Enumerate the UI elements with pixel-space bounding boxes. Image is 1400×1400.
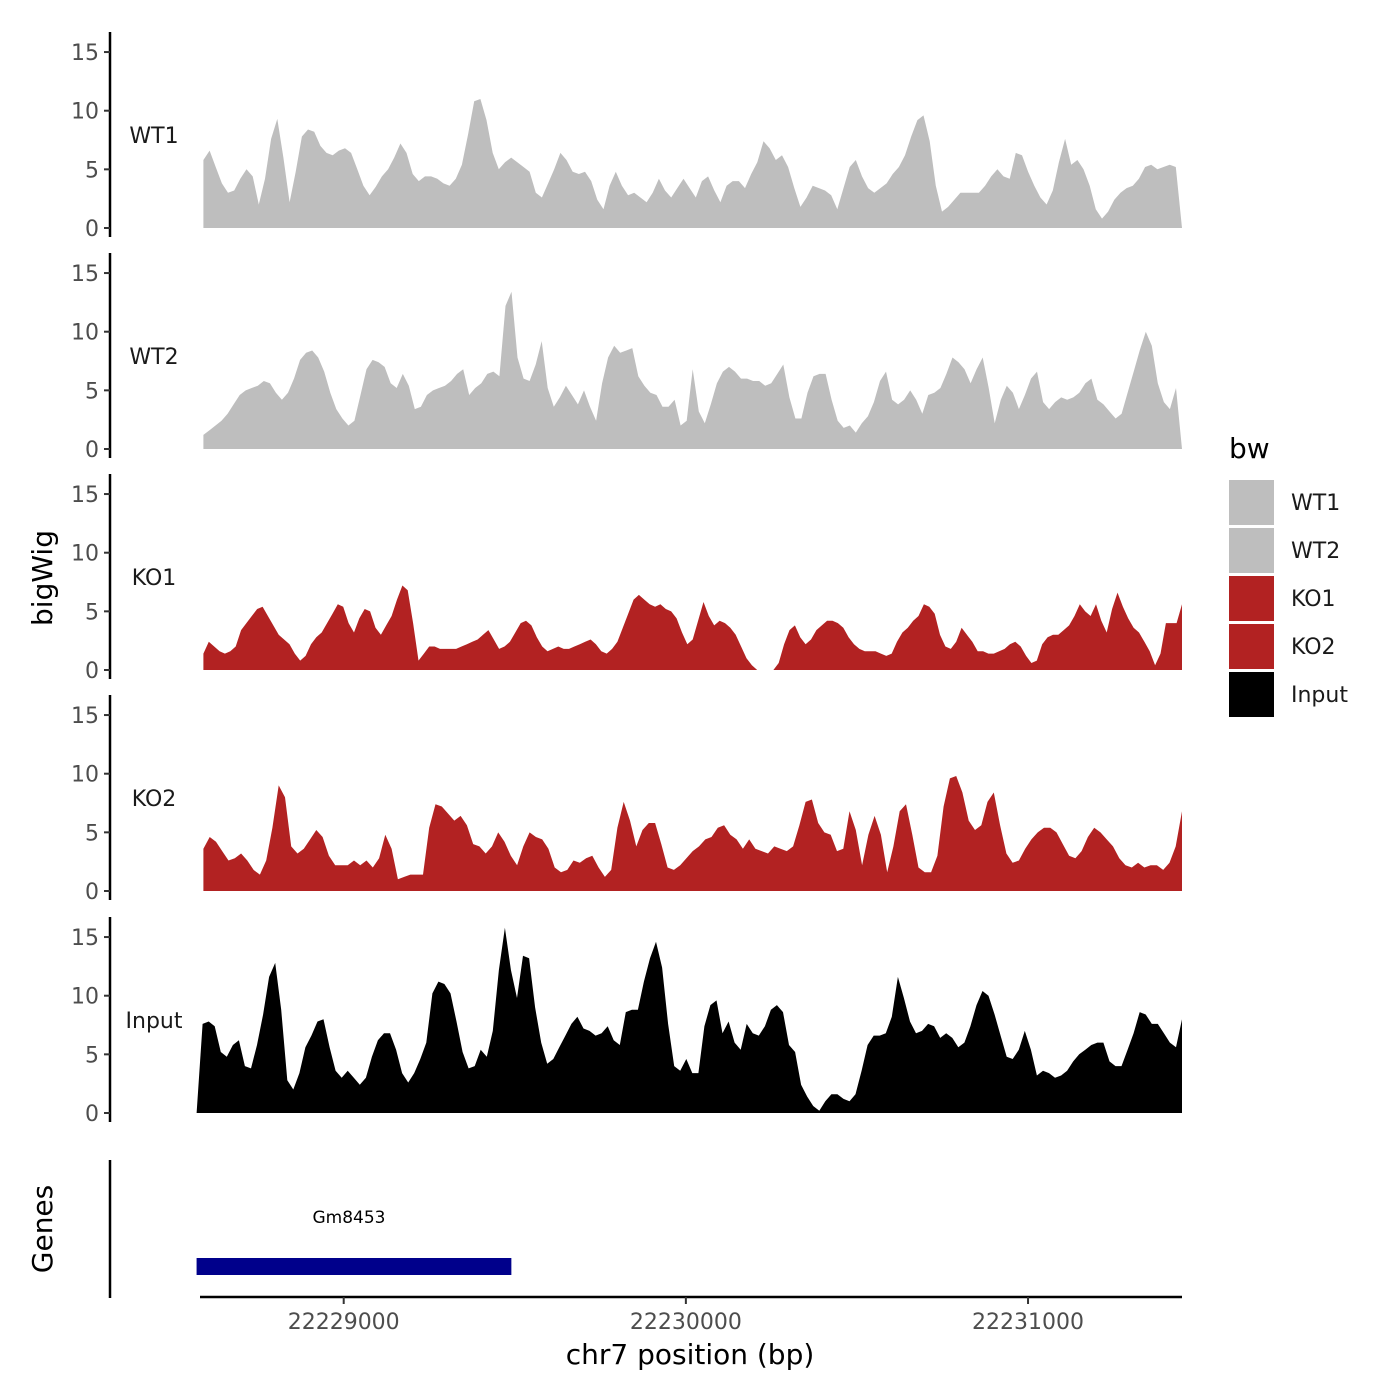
- y-tick-label: 0: [85, 659, 99, 684]
- track-label-wt2: WT2: [129, 345, 178, 370]
- legend-title: bw: [1229, 432, 1270, 465]
- track-label-ko2: KO2: [132, 787, 177, 812]
- y-tick-label: 10: [71, 100, 99, 125]
- track-label-input: Input: [126, 1009, 183, 1034]
- y-axis-title: bigWig: [26, 530, 59, 626]
- legend-swatch: [1229, 624, 1274, 669]
- legend-swatch: [1229, 528, 1274, 573]
- legend-swatch: [1229, 576, 1274, 621]
- x-axis: 22229000 22230000 22231000: [200, 1295, 1182, 1335]
- legend-item-ko2: KO2: [1229, 624, 1336, 669]
- y-tick-label: 10: [71, 542, 99, 567]
- legend-label: Input: [1291, 683, 1348, 708]
- legend-label: WT1: [1291, 491, 1340, 516]
- gene-body: [196, 1258, 512, 1275]
- x-tick-label: 22231000: [972, 1310, 1084, 1335]
- y-tick-label: 0: [85, 880, 99, 905]
- x-axis-title: chr7 position (bp): [566, 1338, 815, 1371]
- legend-label: KO1: [1291, 587, 1336, 612]
- y-tick-label: 15: [71, 704, 99, 729]
- legend-item-wt2: WT2: [1229, 528, 1340, 573]
- y-tick-label: 10: [71, 321, 99, 346]
- track-ko1: 0 5 10 15 KO1: [71, 474, 1182, 684]
- signal-area-input: [196, 927, 1183, 1113]
- y-tick-label: 5: [85, 600, 99, 625]
- track-ko2: 0 5 10 15 KO2: [71, 695, 1182, 905]
- y-tick-label: 15: [71, 41, 99, 66]
- y-tick-label: 10: [71, 763, 99, 788]
- track-input: 0 5 10 15 Input: [71, 917, 1183, 1127]
- y-tick-label: 15: [71, 926, 99, 951]
- y-tick-label: 0: [85, 1102, 99, 1127]
- legend-item-ko1: KO1: [1229, 576, 1336, 621]
- signal-area-wt2: [203, 291, 1182, 449]
- y-tick-label: 10: [71, 985, 99, 1010]
- y-tick-label: 15: [71, 262, 99, 287]
- track-wt1: 0 5 10 15 WT1: [71, 32, 1182, 242]
- legend-label: WT2: [1291, 539, 1340, 564]
- x-tick-label: 22230000: [630, 1310, 742, 1335]
- y-tick-label: 5: [85, 821, 99, 846]
- signal-area-wt1: [203, 99, 1182, 228]
- genes-axis-title: Genes: [26, 1185, 59, 1273]
- y-tick-label: 0: [85, 217, 99, 242]
- signal-area-ko2: [203, 776, 1182, 891]
- signal-area-ko1: [203, 585, 1182, 670]
- gene-label: Gm8453: [312, 1208, 385, 1228]
- legend: bw WT1 WT2 KO1 KO2 Input: [1229, 432, 1348, 717]
- bigwig-tracks: 0 5 10 15 WT1 0 5 10 15 WT2 0 5 10 15 KO1 0 5 10 15 KO2 0 5 10…: [71, 32, 1183, 1127]
- legend-item-wt1: WT1: [1229, 480, 1340, 525]
- y-tick-label: 5: [85, 1043, 99, 1068]
- x-tick-label: 22229000: [288, 1310, 400, 1335]
- track-wt2: 0 5 10 15 WT2: [71, 253, 1182, 463]
- legend-swatch: [1229, 480, 1274, 525]
- legend-label: KO2: [1291, 635, 1336, 660]
- y-tick-label: 0: [85, 438, 99, 463]
- legend-item-input: Input: [1229, 672, 1348, 717]
- y-tick-label: 15: [71, 483, 99, 508]
- track-label-wt1: WT1: [129, 124, 178, 149]
- legend-swatch: [1229, 672, 1274, 717]
- y-tick-label: 5: [85, 158, 99, 183]
- y-tick-label: 5: [85, 379, 99, 404]
- track-label-ko1: KO1: [132, 566, 177, 591]
- gene-panel: Gm8453: [108, 1160, 512, 1298]
